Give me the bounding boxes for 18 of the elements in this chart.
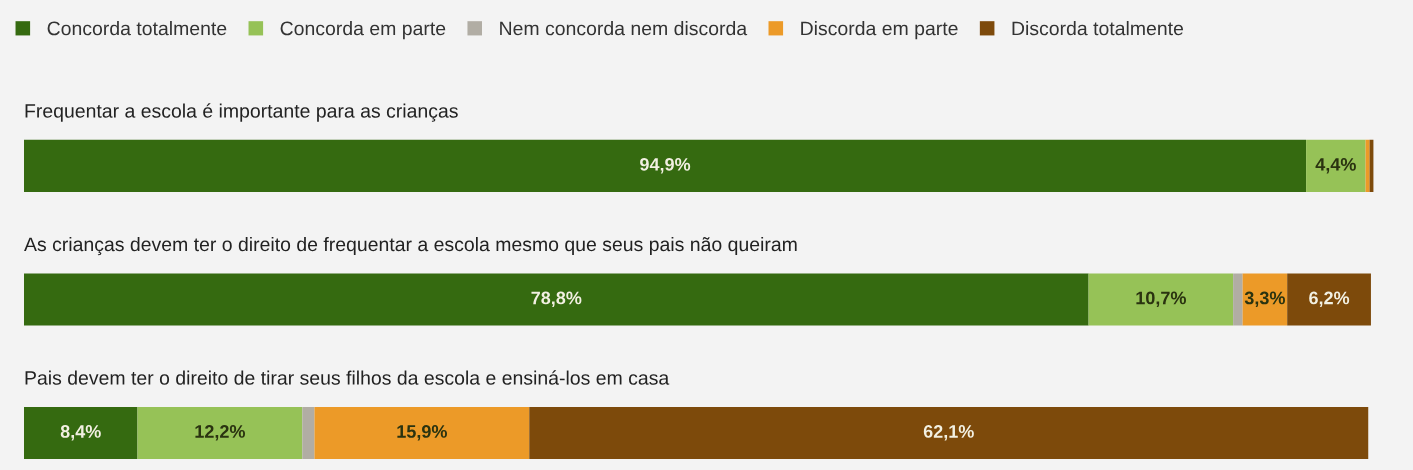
data-label: 78,8% [531,291,582,307]
data-label: 6,2% [1309,291,1350,307]
data-label: 12,2% [195,425,246,441]
data-label: 3,3% [1244,291,1285,307]
legend-label: Concorda em parte [280,21,446,40]
legend-label: Discorda totalmente [1012,21,1184,36]
y-tick-label: Frequentar a escola é importante para as crianças [25,103,458,122]
y-tick-label: Pais devem ter o direito de tirar seus filhos da escola e ensiná-los em casa [25,370,670,385]
data-label: 62,1% [923,425,974,441]
y-tick-label: As crianças devem ter o direito de frequentar a escola mesmo que seus pais não queiram [24,236,797,256]
data-label: 8,4% [60,425,101,441]
legend-label: Nem concorda nem discorda [500,21,748,36]
legend-label: Discorda em parte [801,21,958,40]
data-label: 94,9% [640,157,691,174]
legend-label: Concorda totalmente [47,21,227,36]
data-label: 15,9% [397,425,447,441]
data-label: 10,7% [1136,291,1186,307]
data-label: 4,4% [1315,158,1356,174]
